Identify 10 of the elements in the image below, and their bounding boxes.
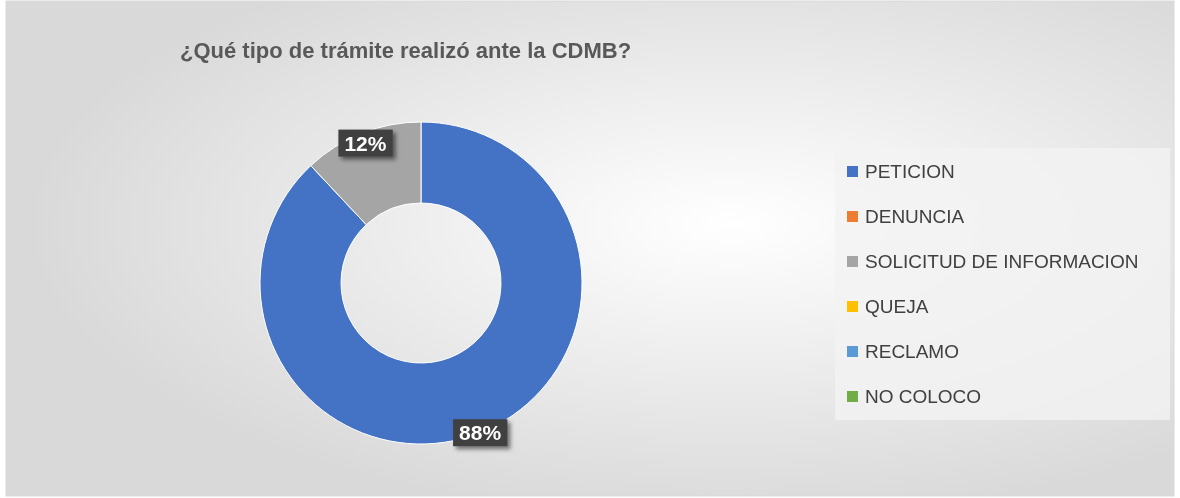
legend-label: RECLAMO xyxy=(865,341,959,362)
donut-slice xyxy=(259,121,583,445)
data-label: 12% xyxy=(344,131,387,155)
data-label: 88% xyxy=(459,421,502,445)
legend-label: SOLICITUD DE INFORMACION xyxy=(865,251,1139,272)
legend-label: PETICION xyxy=(865,161,955,182)
legend-label: QUEJA xyxy=(865,296,929,317)
legend-label: NO COLOCO xyxy=(865,386,982,407)
chart-title: ¿Qué tipo de trámite realizó ante la CDMB? xyxy=(180,38,632,63)
legend-label: DENUNCIA xyxy=(865,206,965,227)
